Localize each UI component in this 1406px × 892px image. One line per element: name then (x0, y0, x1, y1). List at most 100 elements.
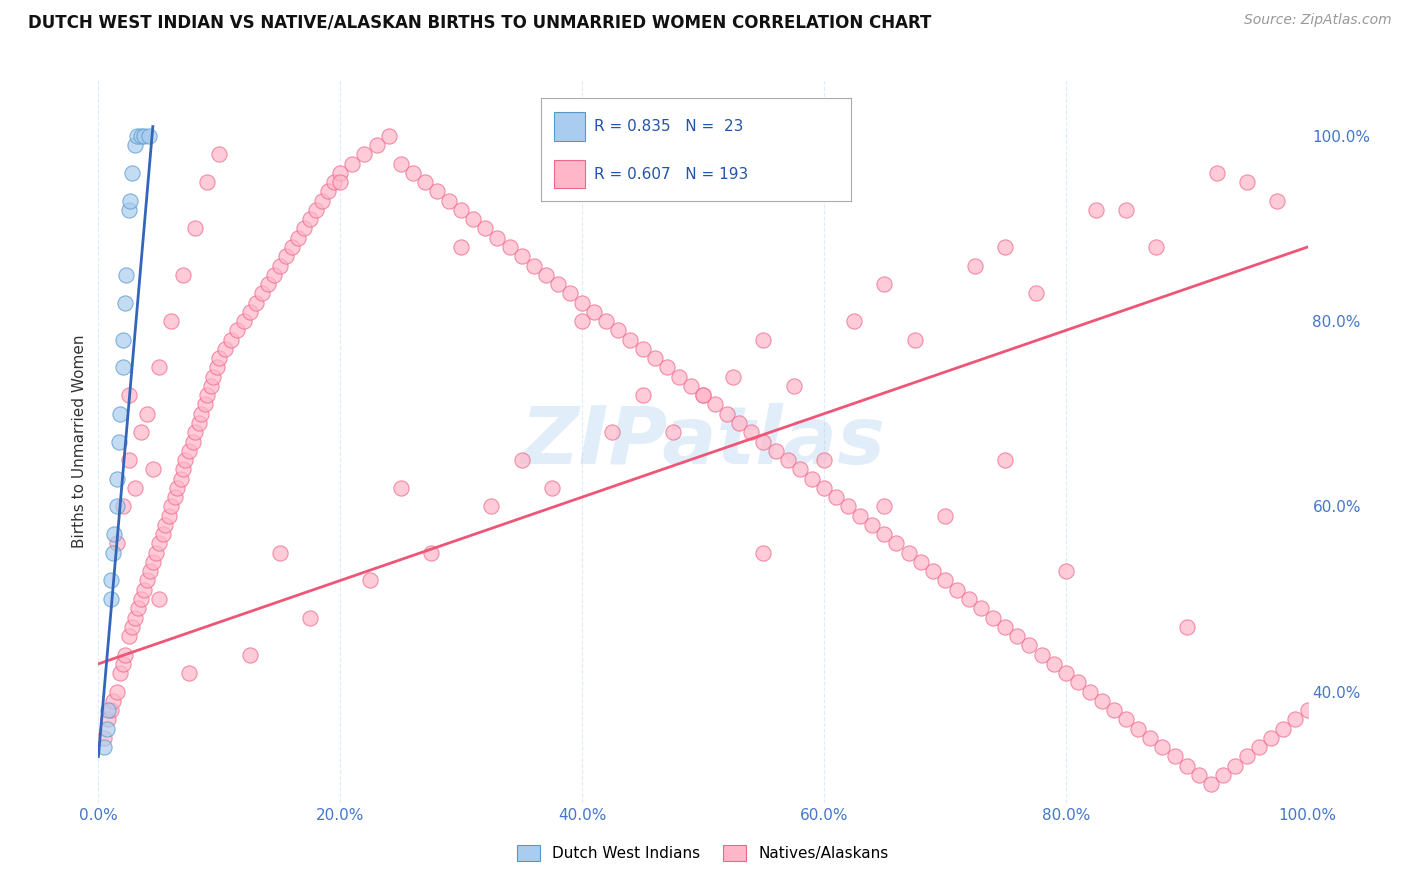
Point (202, 369, 225, 384)
Point (595, 314, 617, 328)
Point (1236, 175, 1258, 189)
Point (1024, 286, 1046, 301)
Point (704, 397, 727, 411)
Point (281, 240, 304, 254)
Point (263, 268, 285, 282)
Point (329, 166, 352, 180)
Point (148, 536, 170, 550)
Point (163, 490, 186, 504)
Point (121, 166, 143, 180)
Point (740, 425, 762, 440)
Point (1267, 194, 1289, 208)
Point (195, 175, 218, 189)
Point (166, 481, 188, 495)
Point (184, 221, 207, 235)
Point (360, 574, 382, 588)
Point (353, 147, 375, 161)
Point (474, 221, 496, 235)
Point (134, 582, 156, 597)
Point (194, 397, 217, 411)
Point (111, 360, 134, 375)
Point (323, 175, 346, 189)
Point (181, 434, 204, 449)
Point (292, 221, 315, 235)
Point (135, 407, 157, 421)
Point (800, 472, 823, 486)
Point (1296, 703, 1319, 717)
Point (111, 500, 134, 514)
Point (100, 592, 122, 607)
Point (129, 425, 152, 440)
Point (115, 268, 138, 282)
Point (1152, 740, 1174, 755)
Point (208, 147, 231, 161)
Point (957, 592, 980, 607)
Point (108, 407, 131, 421)
Point (655, 360, 678, 375)
Point (1102, 703, 1125, 717)
Point (100, 703, 122, 717)
Point (134, 128, 156, 143)
Point (187, 416, 209, 430)
Point (287, 231, 309, 245)
Point (534, 268, 557, 282)
Text: ZIPatlas: ZIPatlas (520, 402, 886, 481)
Point (138, 128, 160, 143)
Point (946, 582, 969, 597)
Point (200, 379, 222, 393)
Y-axis label: Births to Unmarried Women: Births to Unmarried Women (72, 334, 87, 549)
Point (1007, 629, 1029, 643)
Point (1199, 777, 1222, 791)
Legend: Dutch West Indians, Natives/Alaskans: Dutch West Indians, Natives/Alaskans (512, 839, 894, 867)
Point (142, 555, 165, 569)
Point (716, 407, 738, 421)
Point (1175, 758, 1198, 772)
Point (583, 305, 606, 319)
Point (486, 231, 509, 245)
Point (1054, 564, 1077, 578)
Point (498, 240, 520, 254)
Point (934, 508, 956, 523)
Point (1163, 749, 1185, 764)
Point (205, 360, 228, 375)
Point (145, 546, 167, 560)
Point (994, 240, 1017, 254)
Point (1115, 202, 1137, 217)
Point (904, 333, 927, 347)
Point (1067, 675, 1090, 690)
Point (849, 508, 872, 523)
Point (1284, 713, 1306, 727)
Point (127, 601, 149, 615)
Point (316, 185, 339, 199)
Point (752, 333, 775, 347)
Point (420, 546, 443, 560)
Point (776, 453, 799, 467)
Point (114, 648, 136, 662)
Point (142, 462, 165, 476)
Point (101, 546, 124, 560)
Point (661, 425, 683, 440)
Point (108, 666, 131, 681)
Point (214, 342, 236, 356)
Point (118, 453, 141, 467)
Point (765, 443, 787, 458)
Point (970, 601, 993, 615)
Point (148, 360, 170, 375)
Point (389, 481, 412, 495)
Point (668, 369, 690, 384)
Point (619, 333, 641, 347)
Point (1175, 620, 1198, 634)
Point (100, 574, 122, 588)
Point (934, 574, 956, 588)
Point (221, 333, 243, 347)
Point (118, 629, 141, 643)
Point (274, 249, 297, 263)
Point (114, 295, 136, 310)
Point (825, 490, 848, 504)
Point (299, 610, 322, 624)
Point (886, 536, 908, 550)
Point (108, 434, 131, 449)
Point (124, 138, 146, 153)
Point (269, 546, 291, 560)
Point (692, 388, 714, 402)
